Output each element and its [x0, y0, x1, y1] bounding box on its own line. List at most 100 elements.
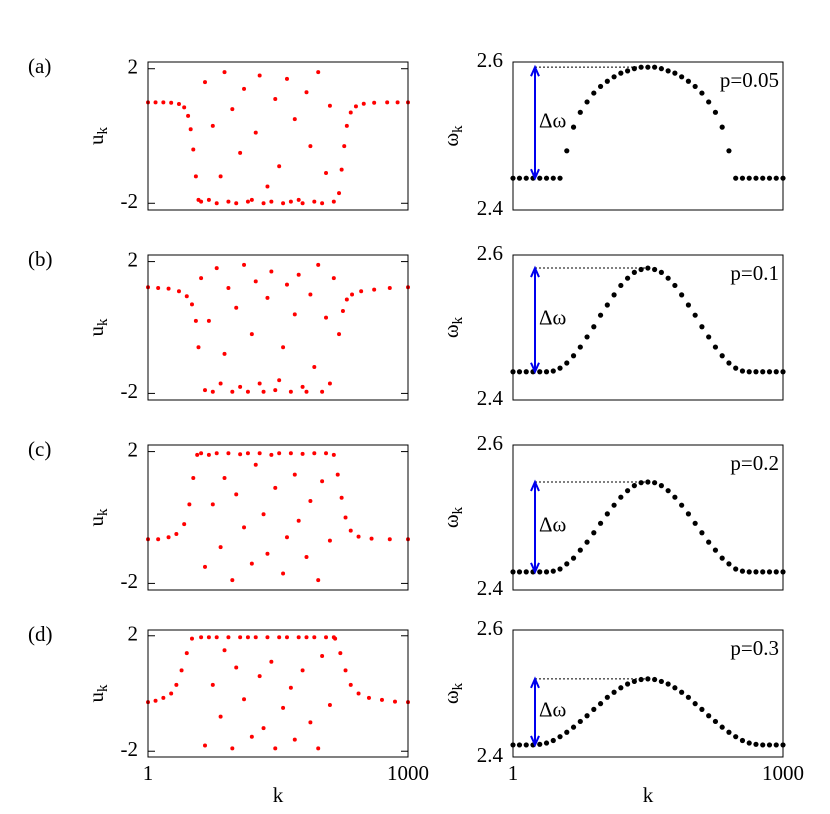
point	[523, 175, 529, 181]
point	[320, 479, 325, 484]
point	[516, 742, 523, 748]
point	[257, 381, 262, 386]
point	[706, 713, 712, 719]
point	[226, 635, 231, 640]
x-axis-label: k	[273, 783, 284, 807]
point	[230, 578, 235, 583]
point	[395, 100, 400, 105]
panel-label: (b)	[28, 247, 53, 271]
point	[265, 635, 270, 640]
point	[331, 199, 336, 204]
point	[339, 167, 344, 172]
point	[706, 539, 712, 545]
point	[550, 737, 556, 744]
point	[387, 537, 392, 542]
point	[202, 743, 207, 748]
y-tick-label: 2	[128, 437, 139, 461]
point	[523, 742, 529, 748]
point	[692, 520, 698, 526]
point	[284, 76, 289, 81]
point	[584, 539, 590, 545]
point	[281, 345, 286, 350]
point	[202, 564, 207, 569]
point	[343, 668, 348, 673]
point	[316, 262, 321, 267]
point	[210, 682, 215, 687]
point	[214, 201, 219, 206]
point	[191, 475, 196, 480]
point	[308, 144, 313, 149]
point	[766, 369, 773, 375]
point	[557, 734, 563, 740]
y-axis-label-main: ω	[439, 324, 463, 338]
point	[238, 635, 243, 640]
point	[333, 636, 338, 641]
point	[577, 718, 583, 725]
point	[766, 569, 773, 575]
point	[331, 276, 336, 281]
point	[320, 653, 325, 658]
y-axis-label-sub: k	[95, 684, 111, 692]
point	[685, 511, 692, 517]
point	[733, 566, 739, 572]
y-axis-label-main: u	[84, 516, 108, 527]
point	[699, 530, 705, 536]
point	[591, 706, 597, 712]
plot-frame	[512, 254, 784, 401]
point	[166, 535, 171, 540]
point	[242, 697, 247, 702]
panel-label: (d)	[28, 622, 53, 646]
point	[577, 344, 583, 350]
point	[196, 345, 201, 350]
point	[719, 353, 725, 359]
point	[516, 569, 523, 575]
panel: 2.4 2.6 ωk Δω p=0.2	[439, 431, 786, 600]
point	[304, 389, 309, 394]
y-axis-label-main: ω	[439, 514, 463, 528]
point	[308, 720, 313, 725]
point	[672, 70, 678, 76]
point	[706, 334, 712, 340]
point	[288, 451, 293, 456]
point	[739, 175, 746, 181]
point	[753, 369, 759, 375]
arrow-head	[530, 479, 540, 492]
point	[726, 729, 732, 735]
point	[193, 318, 198, 323]
point	[222, 648, 227, 653]
point	[218, 714, 223, 719]
point	[273, 485, 278, 490]
point	[692, 83, 698, 90]
point	[234, 665, 239, 670]
point	[665, 681, 671, 687]
y-tick-label: 2.6	[477, 616, 503, 640]
point	[387, 285, 392, 290]
point	[570, 724, 577, 730]
point	[327, 103, 332, 108]
point	[261, 201, 266, 206]
point	[773, 742, 779, 748]
point	[699, 706, 705, 712]
point	[753, 569, 759, 575]
point	[249, 561, 254, 566]
point	[292, 312, 297, 317]
point	[238, 150, 243, 155]
point	[350, 292, 355, 297]
point	[242, 86, 247, 91]
arrow-head	[530, 676, 540, 689]
point	[685, 78, 692, 84]
point	[584, 334, 590, 340]
point	[182, 105, 187, 110]
point	[153, 100, 158, 105]
point	[516, 369, 523, 375]
point	[746, 740, 752, 746]
point	[281, 571, 286, 576]
point	[337, 332, 342, 337]
plot-frame	[147, 254, 409, 401]
point	[652, 266, 658, 273]
point	[242, 262, 247, 267]
point	[679, 689, 685, 695]
point	[186, 113, 191, 118]
